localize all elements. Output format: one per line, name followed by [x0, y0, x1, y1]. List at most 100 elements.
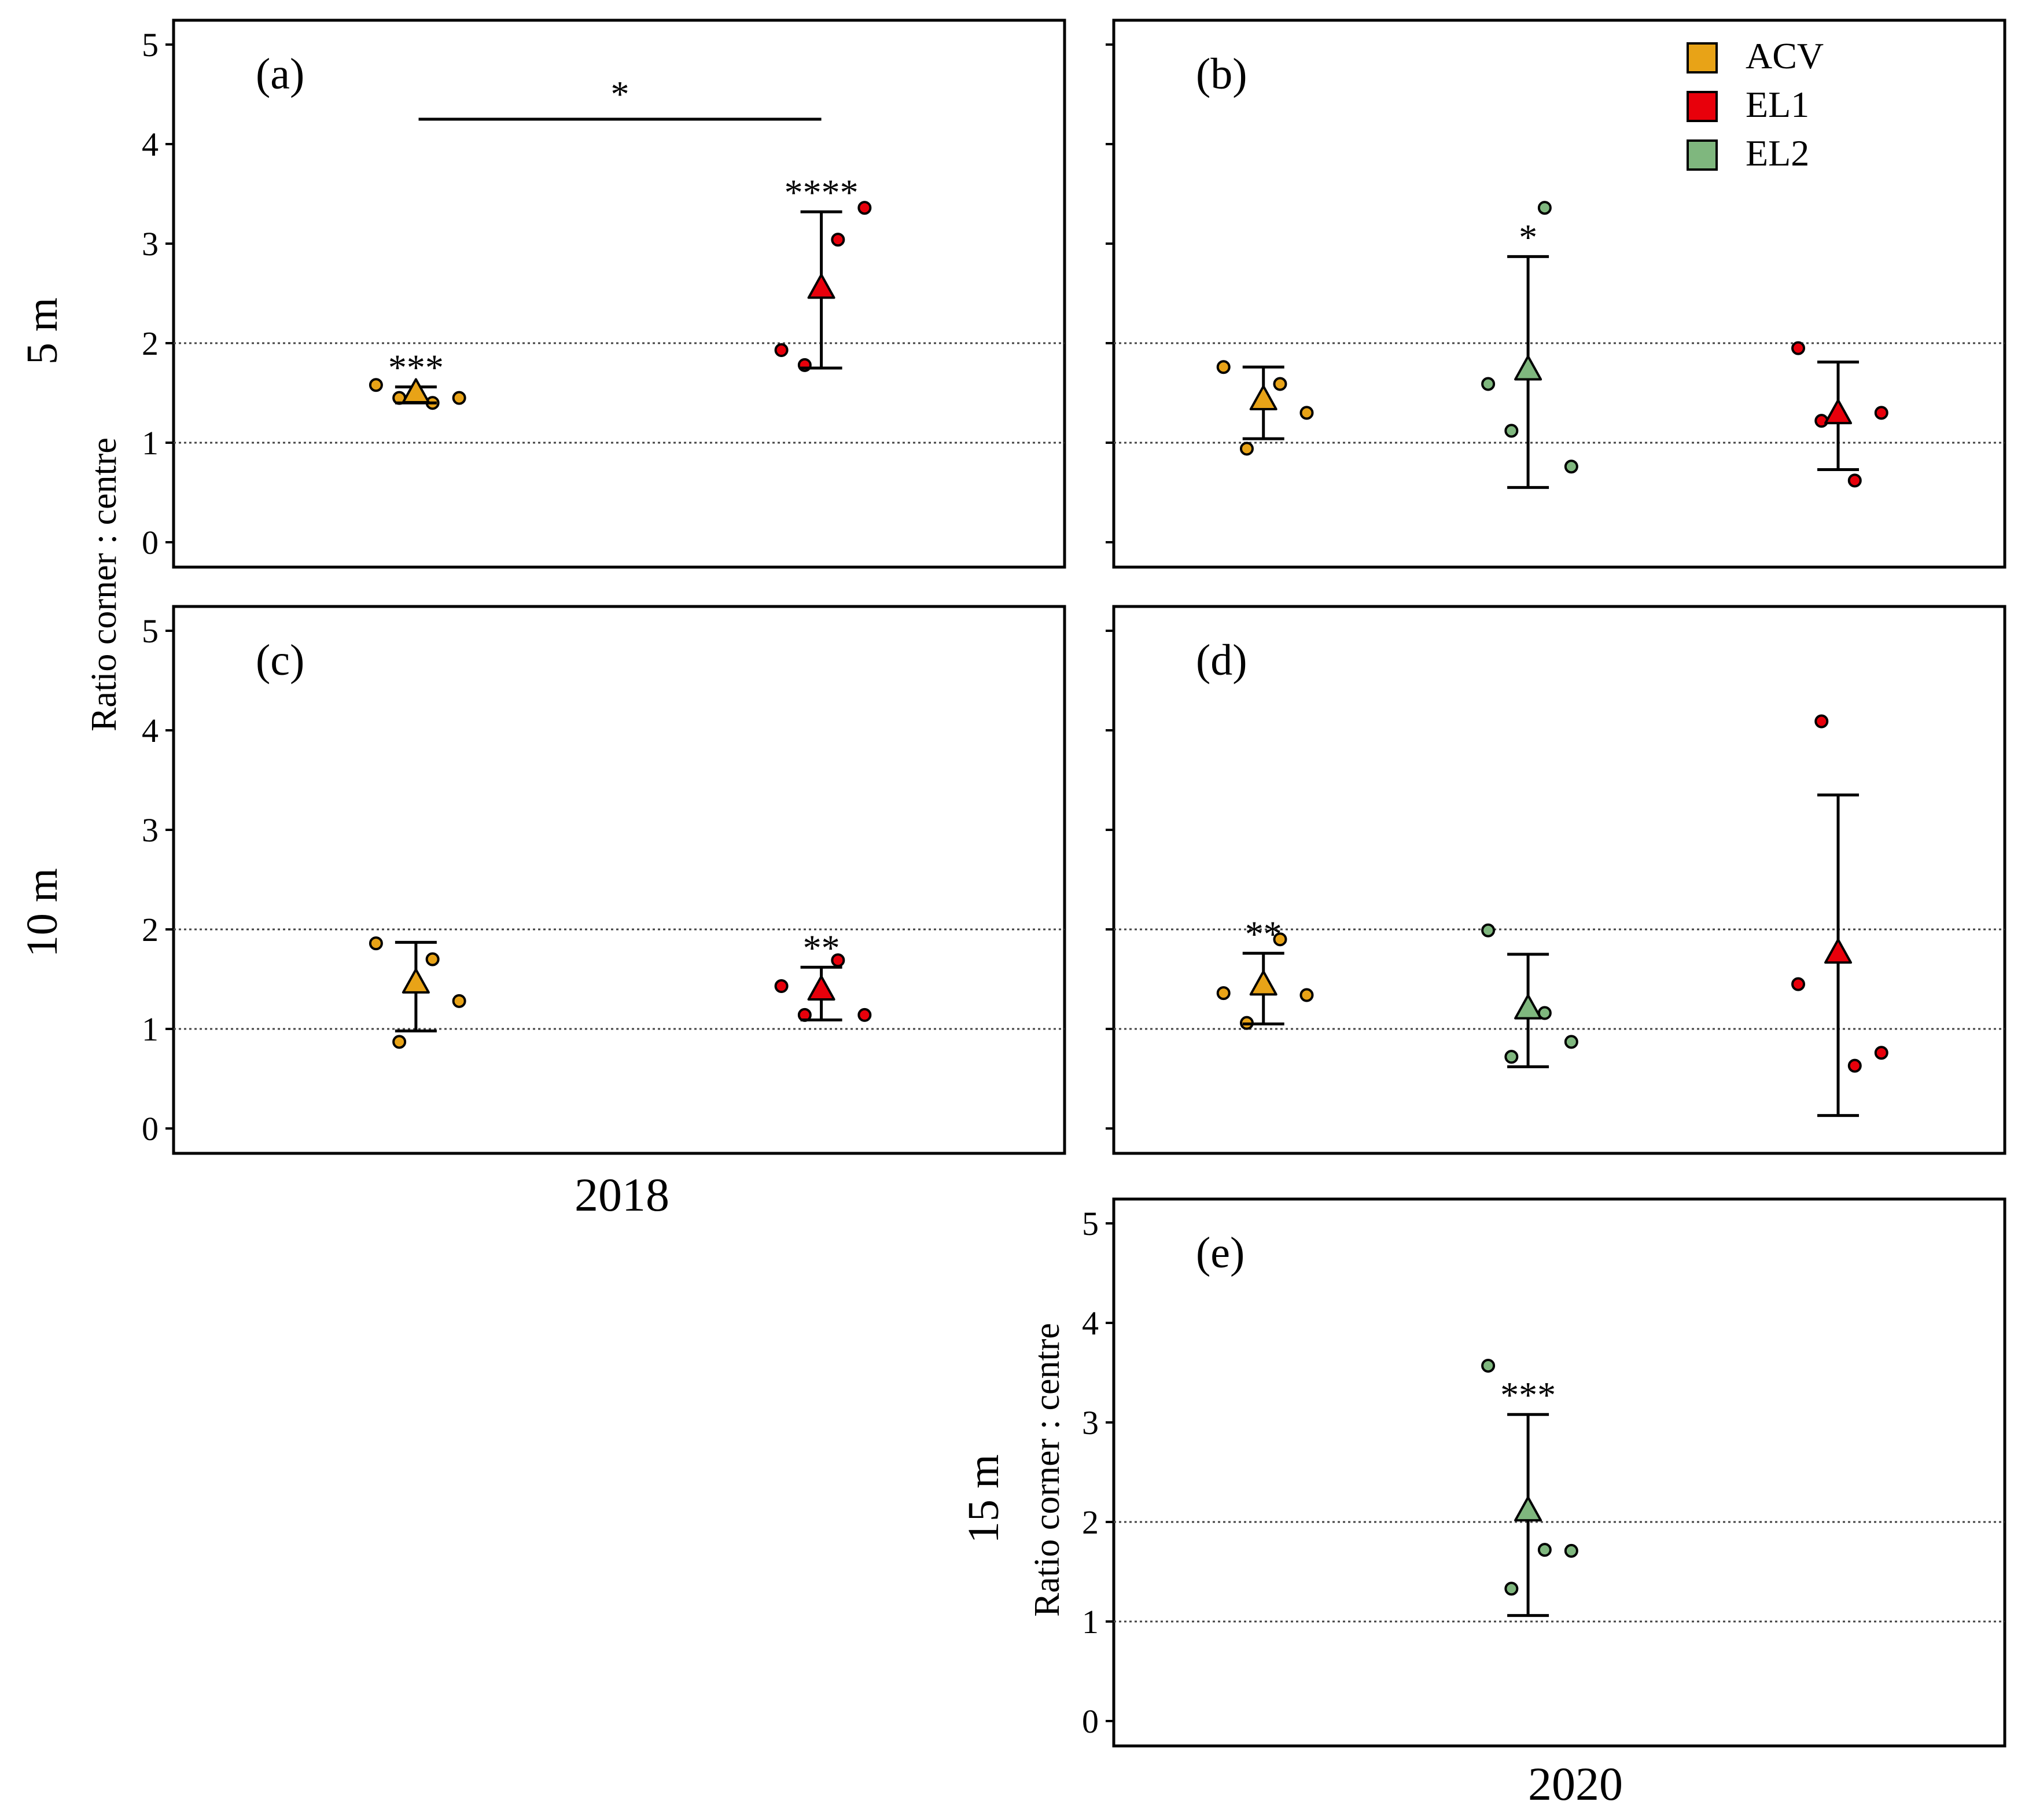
y-tick-label: 2: [142, 911, 159, 948]
y-tick-label: 2: [142, 325, 159, 362]
mean-triangle: [1824, 399, 1853, 425]
data-point: [1874, 1046, 1888, 1060]
legend-label-el2: EL2: [1746, 133, 1809, 174]
y-tick-label: 0: [142, 1110, 159, 1148]
y-tick-label: 1: [142, 1010, 159, 1048]
data-point: [1537, 1543, 1552, 1557]
group-el1: [1791, 714, 1888, 1117]
data-point: [1814, 714, 1829, 729]
panel-frame: [172, 605, 1066, 1155]
significance-label: ***: [388, 347, 444, 388]
mean-triangle: [1514, 355, 1542, 381]
significance-label: *: [1519, 216, 1537, 258]
panel-frame: [1112, 1197, 2006, 1748]
y-tick-label: 4: [1082, 1304, 1099, 1342]
y-tick-label: 5: [142, 612, 159, 650]
data-point: [857, 1008, 872, 1022]
data-point: [1504, 1050, 1519, 1064]
data-point: [1791, 977, 1806, 991]
y-axis-label-bottom: Ratio corner : centre: [1028, 1323, 1067, 1617]
y-tick-label: 3: [142, 811, 159, 849]
group-el1: [1791, 341, 1888, 488]
panel-b: (b) *: [1106, 19, 2006, 569]
y-tick-label: 0: [142, 524, 159, 561]
y-tick-label: 3: [1082, 1404, 1099, 1442]
mean-triangle: [807, 975, 835, 1001]
mean-triangle: [1249, 385, 1277, 411]
group-el2: ***: [1481, 1358, 1578, 1617]
data-point: [1216, 360, 1231, 374]
data-point: [1847, 1058, 1862, 1073]
data-point: [1299, 988, 1314, 1002]
group-acv: [1216, 360, 1314, 456]
row-label-5m: 5 m: [18, 297, 67, 365]
legend-swatch-el1: [1687, 91, 1718, 122]
group-el1: **: [774, 927, 872, 1022]
data-point: [1564, 1543, 1578, 1558]
panel-label: (b): [1196, 50, 1247, 98]
panel-e: 0 1 2 3 4 5 (e) ***: [1082, 1197, 2006, 1748]
mean-triangle: [1514, 1496, 1542, 1522]
panel-frame: [1112, 19, 2006, 569]
y-tick-label: 0: [1082, 1703, 1099, 1740]
legend-swatch-acv: [1687, 42, 1718, 73]
data-point: [857, 201, 872, 215]
panel-label: (c): [256, 636, 304, 685]
data-point: [1239, 442, 1254, 456]
data-point: [452, 391, 466, 405]
mean-triangle: [402, 968, 430, 994]
panel-d: (d) **: [1106, 605, 2006, 1155]
mean-triangle: [1249, 970, 1277, 996]
y-tick-label: 2: [1082, 1503, 1099, 1541]
y-axis-label-top: Ratio corner : centre: [84, 437, 124, 731]
data-point: [1273, 377, 1287, 391]
group-el1: ****: [774, 172, 872, 372]
legend-swatch-el2: [1687, 139, 1718, 171]
y-tick-label: 3: [142, 225, 159, 263]
comparison-label: *: [611, 73, 629, 115]
data-point: [392, 1035, 407, 1049]
data-point: [1564, 1035, 1578, 1049]
data-point: [1504, 1582, 1519, 1596]
legend-label-el1: EL1: [1746, 84, 1809, 125]
data-point: [831, 233, 845, 247]
data-point: [1273, 932, 1287, 947]
mean-triangle: [807, 273, 835, 299]
data-point: [1481, 377, 1496, 391]
data-point: [425, 952, 440, 966]
significance-label: **: [803, 927, 840, 968]
data-point: [369, 936, 383, 951]
column-label-2018: 2018: [575, 1168, 669, 1221]
group-el2: *: [1481, 201, 1578, 489]
data-point: [1537, 201, 1552, 215]
y-tick-label: 1: [1082, 1603, 1099, 1641]
data-point: [1216, 986, 1231, 1001]
data-point: [1564, 459, 1578, 474]
group-el2: [1481, 923, 1578, 1068]
legend-label-acv: ACV: [1746, 35, 1824, 76]
group-acv: **: [1216, 913, 1314, 1030]
panel-frame: [172, 19, 1066, 569]
y-tick-label: 1: [142, 424, 159, 462]
mean-triangle: [1824, 938, 1853, 964]
panel-frame: [1112, 605, 2006, 1155]
data-point: [369, 378, 383, 392]
mean-triangle: [402, 378, 430, 404]
panel-label: (d): [1196, 636, 1247, 685]
data-point: [774, 343, 789, 358]
mean-triangle: [1514, 994, 1542, 1020]
y-tick-label: 5: [142, 26, 159, 64]
significance-label: ****: [785, 172, 859, 213]
significance-label: ***: [1500, 1374, 1556, 1415]
y-tick-label: 4: [142, 712, 159, 749]
legend: ACV EL1 EL2: [1687, 35, 1824, 174]
row-label-15m: 15 m: [959, 1454, 1008, 1543]
panel-label: (a): [256, 50, 304, 98]
group-acv: ***: [369, 347, 466, 410]
column-label-2020: 2020: [1528, 1758, 1623, 1810]
y-tick-label: 5: [1082, 1205, 1099, 1242]
data-point: [1481, 1358, 1496, 1373]
data-point: [1299, 406, 1314, 420]
